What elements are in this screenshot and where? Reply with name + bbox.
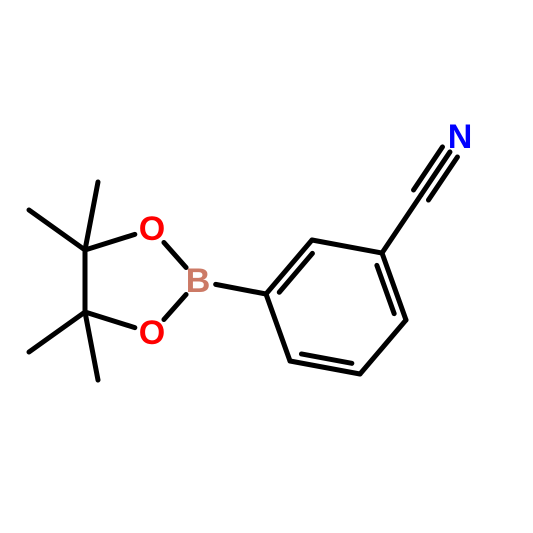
atom-label-N: N bbox=[448, 118, 473, 156]
molecule-diagram: N BO O bbox=[0, 0, 533, 533]
atom-label-B: B bbox=[186, 262, 211, 300]
atom-label-O: O bbox=[139, 210, 165, 248]
atom-label-O: O bbox=[139, 314, 165, 352]
